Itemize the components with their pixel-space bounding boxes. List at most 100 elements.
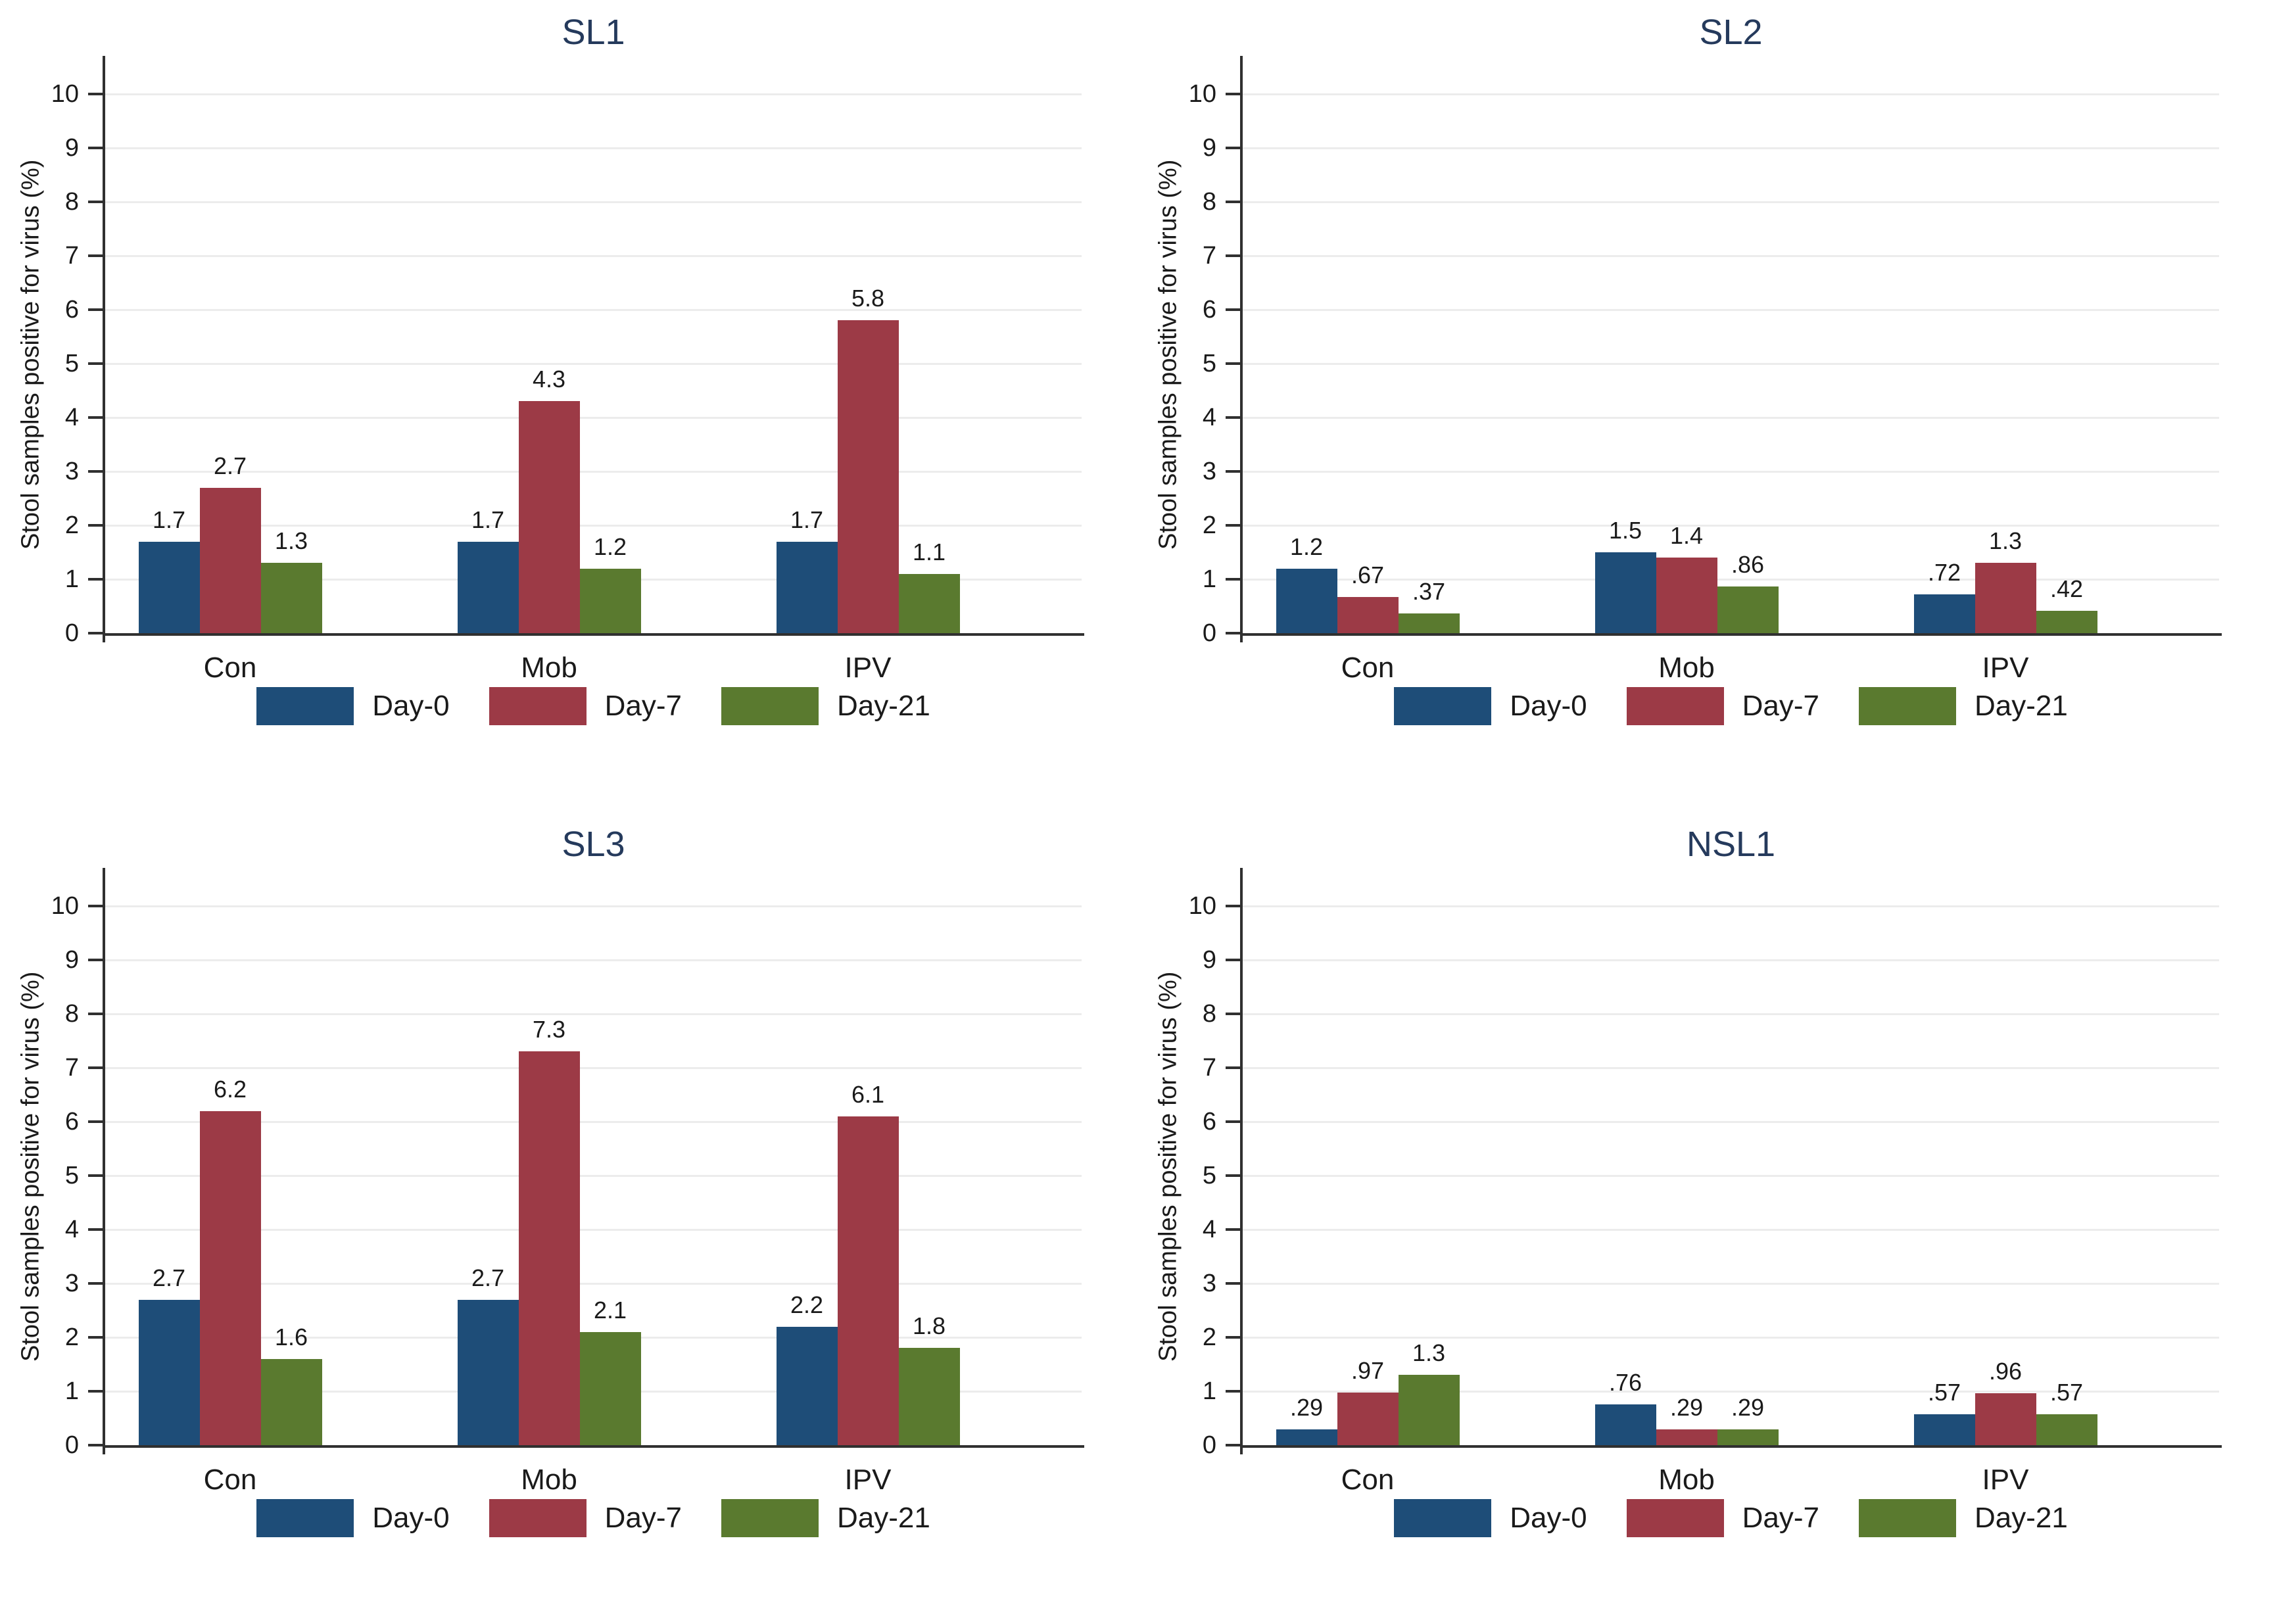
gridline: [1243, 416, 2219, 419]
y-tick-label: 8: [1202, 188, 1216, 216]
bar-value-label: .97: [1351, 1357, 1385, 1385]
y-axis-line: [103, 56, 105, 642]
y-tick-mark: [88, 1228, 103, 1231]
chart-title: SL1: [562, 12, 625, 52]
bar-value-label: .57: [1927, 1379, 1961, 1406]
y-tick-label: 10: [51, 892, 79, 920]
bar-day-21-mob: [579, 1331, 641, 1445]
y-tick-mark: [88, 1336, 103, 1339]
x-category-label: Con: [1341, 1464, 1395, 1496]
y-tick-label: 4: [1202, 404, 1216, 431]
gridline: [1243, 201, 2219, 203]
y-tick-mark: [88, 470, 103, 473]
y-tick-label: 0: [1202, 1431, 1216, 1459]
x-category-label: Con: [1341, 652, 1395, 684]
y-tick-mark: [1226, 959, 1240, 961]
legend: Day-0 Day-7 Day-21: [105, 687, 1082, 725]
legend-swatch-icon: [1858, 687, 1956, 725]
y-tick-mark: [88, 308, 103, 311]
x-axis-line: [1240, 1445, 2222, 1448]
gridline: [105, 959, 1082, 961]
legend-swatch-icon: [1858, 1499, 1956, 1537]
bar-value-label: 1.6: [274, 1323, 308, 1350]
gridline: [105, 1282, 1082, 1285]
y-tick-label: 8: [64, 188, 79, 216]
bar-value-label: 1.8: [912, 1312, 946, 1340]
gridline: [1243, 1390, 2219, 1393]
y-tick-label: 4: [64, 404, 79, 431]
gridline: [1243, 147, 2219, 149]
gridline: [1243, 1066, 2219, 1069]
chart-panel-nsl1: NSL1 Stool samples positive for virus (%)…: [1138, 812, 2275, 1624]
y-tick-mark: [1226, 308, 1240, 311]
legend-swatch-icon: [721, 687, 819, 725]
gridline: [1243, 1013, 2219, 1015]
chart-panel-sl1: SL1 Stool samples positive for virus (%) 0…: [0, 0, 1138, 812]
y-tick-label: 1: [64, 1377, 79, 1405]
bar-day-0-ipv: [1913, 594, 1975, 633]
bar-value-label: 1.3: [1988, 527, 2023, 555]
chart-panel-sl2: SL2 Stool samples positive for virus (%) 0…: [1138, 0, 2275, 812]
legend-label: Day-7: [1742, 690, 1819, 722]
y-tick-mark: [1226, 1013, 1240, 1015]
bar-value-label: 1.7: [152, 506, 186, 533]
y-tick-label: 0: [64, 619, 79, 647]
legend-label: Day-0: [372, 1502, 450, 1534]
y-tick-label: 4: [1202, 1216, 1216, 1243]
legend: Day-0 Day-7 Day-21: [1243, 1499, 2219, 1537]
bar-value-label: .29: [1669, 1394, 1704, 1421]
gridline: [105, 147, 1082, 149]
bar-value-label: .37: [1412, 577, 1446, 605]
y-tick-label: 6: [64, 296, 79, 323]
bar-day-7-mob: [518, 401, 580, 633]
gridline: [105, 362, 1082, 365]
bar-value-label: 6.1: [851, 1080, 885, 1108]
y-tick-mark: [1226, 1174, 1240, 1177]
plot-area: 0 1 2 3 4 5 6 7 8 9 10 .29 .76 .57 .97 .29 .96 1.3 .29 .57 C…: [1189, 868, 2222, 1496]
bar-value-label: 1.4: [1669, 522, 1704, 550]
y-tick-label: 5: [1202, 1162, 1216, 1189]
y-tick-label: 5: [1202, 350, 1216, 377]
y-tick-mark: [88, 1013, 103, 1015]
x-category-label: Mob: [1658, 652, 1715, 684]
y-tick-mark: [1226, 362, 1240, 365]
legend-label: Day-0: [372, 690, 450, 722]
y-tick-label: 3: [1202, 458, 1216, 485]
gridline: [105, 1066, 1082, 1069]
y-tick-mark: [1226, 1444, 1240, 1446]
y-tick-mark: [1226, 1336, 1240, 1339]
legend-label: Day-7: [604, 690, 682, 722]
gridline: [1243, 1120, 2219, 1123]
y-tick-label: 7: [64, 1054, 79, 1082]
legend-entry-day-7: Day-7: [1626, 687, 1819, 725]
y-tick-label: 1: [64, 565, 79, 593]
legend-entry-day-21: Day-21: [1858, 687, 2068, 725]
bar-value-label: .67: [1351, 561, 1385, 589]
bar-day-7-con: [1337, 597, 1399, 633]
gridline: [1243, 308, 2219, 311]
y-tick-mark: [1226, 632, 1240, 634]
y-tick-mark: [88, 93, 103, 95]
y-tick-label: 2: [64, 1324, 79, 1351]
y-tick-label: 6: [1202, 1108, 1216, 1135]
bar-day-0-con: [1276, 568, 1337, 633]
y-tick-label: 2: [1202, 1324, 1216, 1351]
y-tick-label: 7: [1202, 1054, 1216, 1082]
y-axis-line: [1240, 56, 1243, 642]
bar-value-label: 1.5: [1608, 517, 1642, 544]
gridline: [105, 1013, 1082, 1015]
legend-entry-day-7: Day-7: [489, 687, 682, 725]
bar-value-label: .96: [1988, 1358, 2023, 1385]
bar-day-21-mob: [1717, 1429, 1779, 1445]
x-category-label: IPV: [1982, 652, 2029, 684]
x-category-label: Mob: [521, 1464, 577, 1496]
y-tick-mark: [88, 959, 103, 961]
bar-day-0-ipv: [1913, 1414, 1975, 1445]
bar-day-7-mob: [1656, 1429, 1717, 1445]
y-tick-label: 2: [64, 512, 79, 539]
bar-day-7-ipv: [1975, 563, 2036, 633]
y-tick-mark: [88, 147, 103, 149]
legend: Day-0 Day-7 Day-21: [1243, 687, 2219, 725]
y-tick-mark: [1226, 254, 1240, 257]
y-tick-mark: [88, 578, 103, 581]
